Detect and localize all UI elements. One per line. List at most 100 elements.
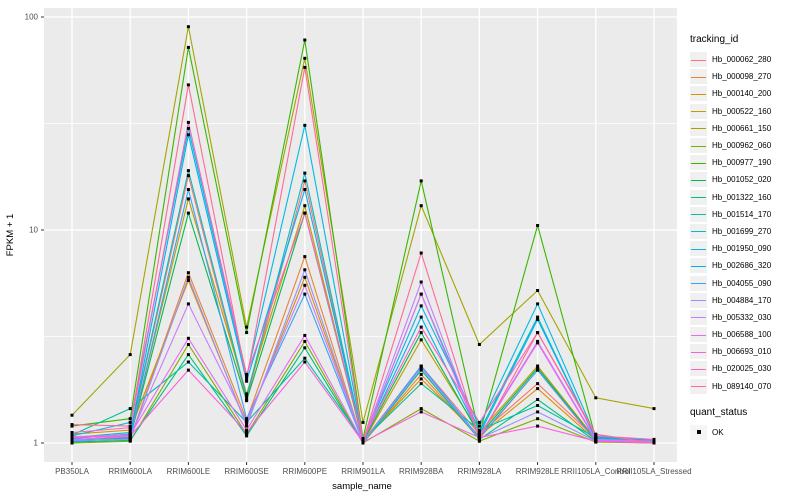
data-point <box>186 174 190 178</box>
data-point <box>70 413 74 417</box>
data-point <box>186 197 190 201</box>
data-point <box>186 368 190 372</box>
data-point <box>477 430 481 434</box>
data-point <box>477 424 481 428</box>
data-point <box>245 431 249 434</box>
legend-item: Hb_001699_270 <box>690 223 800 240</box>
data-point <box>536 417 540 421</box>
data-point <box>245 432 249 436</box>
legend-key-line-icon <box>690 275 707 291</box>
legend-key-line-icon <box>690 86 707 102</box>
legend-key-line-icon <box>690 378 707 394</box>
legend-item-label: Hb_000661_150 <box>712 123 772 133</box>
data-point <box>186 45 190 49</box>
data-point <box>245 424 249 428</box>
data-point <box>303 123 307 127</box>
data-point <box>477 439 481 443</box>
legend-item: Hb_000098_270 <box>690 68 800 85</box>
data-point <box>419 331 423 335</box>
data-point <box>361 420 365 424</box>
data-point <box>652 437 656 441</box>
data-point <box>536 410 540 414</box>
data-point <box>477 343 481 346</box>
data-point <box>303 360 307 364</box>
data-point <box>245 428 249 432</box>
data-point <box>245 392 249 396</box>
data-point <box>186 343 190 346</box>
legend-item-label: Hb_089140_070 <box>712 381 772 391</box>
legend-item: Hb_000977_190 <box>690 154 800 171</box>
legend-item: Hb_001950_090 <box>690 240 800 257</box>
legend-key-line-icon <box>690 138 707 154</box>
data-point <box>594 434 598 438</box>
data-point <box>186 25 190 29</box>
data-point <box>303 211 307 215</box>
data-point <box>303 339 307 343</box>
legend-item: Hb_000062_280 <box>690 51 800 68</box>
data-point <box>303 333 307 337</box>
data-point <box>536 368 540 372</box>
legend-item-label: Hb_006588_100 <box>712 330 772 340</box>
legend-item-label: Hb_005332_030 <box>712 312 772 322</box>
y-tick-label: 10 <box>29 226 38 235</box>
legend-item: Hb_004884_170 <box>690 292 800 309</box>
data-point <box>303 65 307 69</box>
data-point <box>245 420 249 424</box>
data-point <box>186 126 190 130</box>
data-point <box>245 434 249 438</box>
legend-item: Hb_000661_150 <box>690 120 800 137</box>
data-point <box>186 83 190 87</box>
legend-key-line-icon <box>690 344 707 360</box>
legend-items: Hb_000062_280 Hb_000098_270 Hb_000140_200 H… <box>690 51 800 395</box>
data-point <box>419 325 423 329</box>
legend-item-label: Hb_001052_020 <box>712 175 772 185</box>
data-point <box>303 356 307 360</box>
data-point <box>128 428 132 432</box>
data-point <box>594 432 598 436</box>
legend-key-line-icon <box>690 292 707 308</box>
data-point <box>303 56 307 60</box>
data-point <box>128 407 132 411</box>
data-point <box>419 315 423 319</box>
legend-item-label: Hb_001514_170 <box>712 209 772 219</box>
data-point <box>419 338 423 342</box>
legend-item-label: Hb_002686_320 <box>712 261 772 271</box>
data-point <box>477 432 481 436</box>
data-point <box>245 377 249 381</box>
data-point <box>536 302 540 306</box>
data-point <box>536 224 540 227</box>
data-point <box>186 271 190 275</box>
y-tick-label: 100 <box>25 13 39 22</box>
data-point <box>536 364 540 368</box>
data-point <box>70 436 74 440</box>
data-point <box>303 171 307 175</box>
legend-item: Hb_006693_010 <box>690 343 800 360</box>
quant-legend-title: quant_status <box>690 406 748 418</box>
data-point <box>245 372 249 376</box>
legend-item-label: Hb_004055_090 <box>712 278 772 288</box>
data-point <box>70 431 74 434</box>
data-point <box>186 360 190 364</box>
data-point <box>536 341 540 345</box>
legend-key-line-icon <box>690 103 707 119</box>
legend-item: Hb_020025_030 <box>690 360 800 377</box>
legend-key-line-icon <box>690 120 707 136</box>
legend-item-label: Hb_000098_270 <box>712 72 772 82</box>
data-point <box>70 423 74 427</box>
legend-panel: tracking_id Hb_000062_280 Hb_000098_270 Hb… <box>690 34 800 441</box>
legend-item: Hb_001052_020 <box>690 171 800 188</box>
legend-item-label: Hb_000962_060 <box>712 141 772 151</box>
data-point <box>419 382 423 386</box>
data-point <box>652 407 656 411</box>
data-point <box>536 424 540 428</box>
data-point <box>594 396 598 400</box>
legend-item-label: Hb_004884_170 <box>712 295 772 305</box>
data-point <box>303 268 307 272</box>
data-point <box>419 372 423 376</box>
quant-legend-label: OK <box>712 427 724 437</box>
data-point <box>419 368 423 372</box>
data-point <box>477 428 481 432</box>
legend-key-line-icon <box>690 155 707 171</box>
data-point <box>419 179 423 183</box>
